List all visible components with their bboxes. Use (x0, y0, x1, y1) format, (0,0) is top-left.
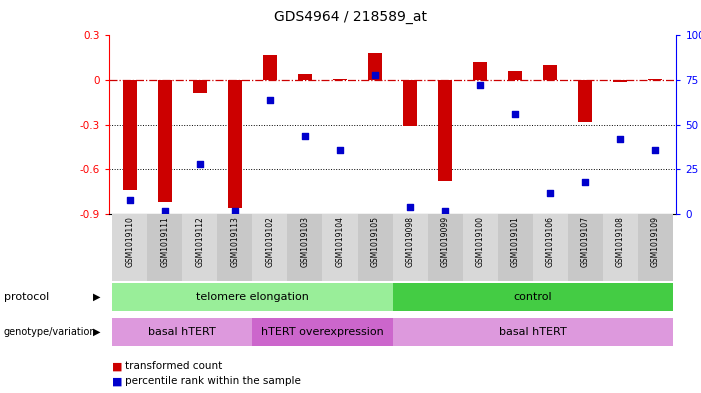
Text: basal hTERT: basal hTERT (149, 327, 216, 337)
Bar (613, 80, 627, 82)
Bar (393, 318, 673, 346)
Bar (112, 214, 147, 281)
Point (650, 147, 661, 153)
Bar (123, 80, 137, 190)
Text: ▶: ▶ (93, 292, 100, 302)
Bar (648, 79, 662, 80)
Point (475, 82, 486, 88)
Text: GSM1019100: GSM1019100 (476, 216, 484, 267)
Text: GSM1019110: GSM1019110 (125, 216, 134, 267)
Bar (298, 74, 312, 80)
Bar (228, 80, 242, 208)
Text: ■: ■ (112, 376, 123, 386)
Bar (463, 214, 498, 281)
Text: ▶: ▶ (93, 327, 100, 337)
Bar (358, 214, 393, 281)
Bar (568, 214, 603, 281)
Text: GSM1019099: GSM1019099 (441, 216, 449, 267)
Text: hTERT overexpression: hTERT overexpression (261, 327, 384, 337)
Text: GSM1019098: GSM1019098 (406, 216, 414, 267)
Point (124, 197, 135, 203)
Bar (603, 214, 638, 281)
Bar (638, 214, 673, 281)
Text: control: control (513, 292, 552, 302)
Text: GSM1019106: GSM1019106 (546, 216, 554, 267)
Point (615, 136, 626, 142)
Bar (543, 65, 557, 80)
Point (404, 204, 416, 210)
Bar (578, 80, 592, 122)
Bar (112, 283, 393, 311)
Bar (403, 80, 417, 126)
Bar (322, 214, 358, 281)
Text: basal hTERT: basal hTERT (499, 327, 566, 337)
Bar (158, 80, 172, 202)
Text: GSM1019112: GSM1019112 (196, 216, 204, 267)
Point (229, 208, 240, 214)
Bar (368, 53, 382, 80)
Text: GSM1019111: GSM1019111 (161, 216, 169, 267)
Text: GSM1019108: GSM1019108 (616, 216, 625, 267)
Point (194, 161, 205, 167)
Text: protocol: protocol (4, 292, 49, 302)
Point (334, 147, 346, 153)
Point (545, 189, 556, 196)
Point (510, 111, 521, 117)
Bar (287, 214, 322, 281)
Bar (393, 214, 428, 281)
Point (264, 97, 275, 103)
Bar (473, 62, 487, 80)
Bar (498, 214, 533, 281)
Bar (182, 214, 217, 281)
Bar (252, 318, 393, 346)
Text: telomere elongation: telomere elongation (196, 292, 309, 302)
Text: genotype/variation: genotype/variation (4, 327, 96, 337)
Text: GSM1019102: GSM1019102 (266, 216, 274, 267)
Text: GSM1019113: GSM1019113 (231, 216, 239, 267)
Bar (252, 214, 287, 281)
Text: GSM1019104: GSM1019104 (336, 216, 344, 267)
Bar (147, 214, 182, 281)
Point (299, 132, 311, 139)
Bar (438, 80, 452, 182)
Text: GDS4964 / 218589_at: GDS4964 / 218589_at (274, 10, 427, 24)
Bar (112, 318, 252, 346)
Point (440, 208, 451, 214)
Text: GSM1019103: GSM1019103 (301, 216, 309, 267)
Text: GSM1019107: GSM1019107 (581, 216, 590, 267)
Bar (333, 79, 347, 80)
Text: GSM1019105: GSM1019105 (371, 216, 379, 267)
Point (159, 208, 170, 214)
Bar (428, 214, 463, 281)
Text: percentile rank within the sample: percentile rank within the sample (125, 376, 301, 386)
Bar (393, 283, 673, 311)
Text: GSM1019109: GSM1019109 (651, 216, 660, 267)
Bar (263, 55, 277, 80)
Text: GSM1019101: GSM1019101 (511, 216, 519, 267)
Bar (508, 71, 522, 80)
Text: transformed count: transformed count (125, 361, 222, 371)
Bar (533, 214, 568, 281)
Text: ■: ■ (112, 361, 123, 371)
Bar (193, 80, 207, 94)
Point (369, 72, 381, 78)
Point (580, 179, 591, 185)
Bar (217, 214, 252, 281)
